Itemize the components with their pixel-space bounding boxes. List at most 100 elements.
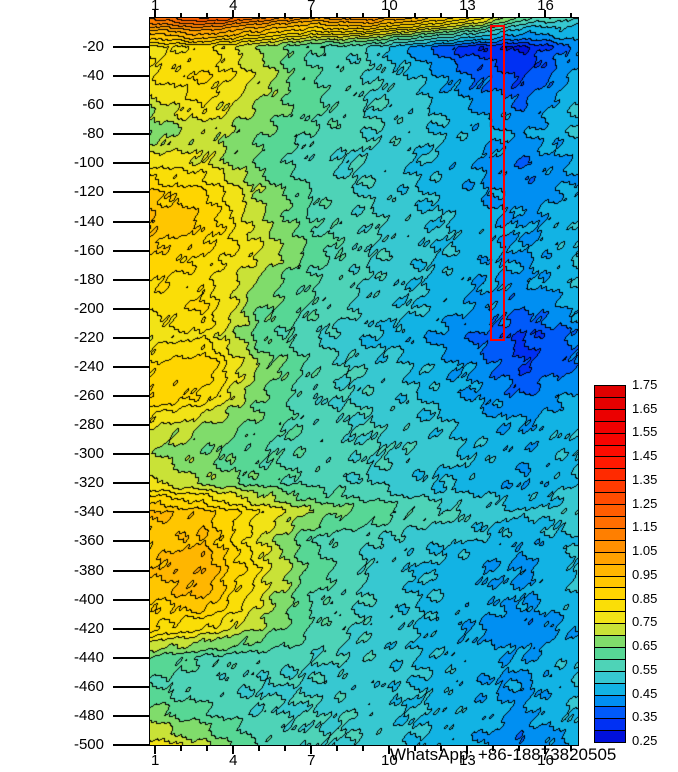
y-axis-label: -100 [73,154,104,172]
x-axis-label-bottom: 16 [537,752,554,769]
colorbar-segment [595,469,625,482]
colorbar-segment [595,516,625,529]
x-axis-label-bottom: 13 [459,752,476,769]
colorbar-segment [595,683,625,696]
x-axis-tick-top [414,13,416,18]
colorbar-segment [595,695,625,708]
colorbar-segment [595,493,625,506]
y-axis-tick [113,365,149,368]
y-axis-tick [113,511,149,514]
colorbar-segment [595,671,625,684]
x-axis-tick-bottom [232,746,235,754]
x-axis-tick-top [544,10,547,18]
colorbar-segment [595,647,625,660]
x-axis-tick-top [440,13,442,18]
x-axis-tick-top [388,10,391,18]
colorbar-label: 0.65 [632,638,658,654]
y-axis-label: -180 [73,270,104,288]
x-axis-label-top: 13 [459,0,476,14]
colorbar-segment [595,540,625,553]
colorbar-segment [595,707,625,720]
x-axis-tick-bottom [544,746,547,754]
colorbar-segment [595,397,625,410]
colorbar-label: 1.45 [632,448,658,464]
x-axis-tick-bottom [388,746,391,754]
y-axis-tick [113,220,149,223]
x-axis-tick-bottom [258,746,260,751]
y-axis-label: -320 [73,474,104,492]
x-axis-tick-top [154,10,157,18]
colorbar-segment [595,659,625,672]
x-axis-tick-bottom [310,746,313,754]
y-axis-label: -480 [73,706,104,724]
x-axis-label-bottom: 7 [307,752,316,769]
y-axis-tick [113,307,149,310]
x-axis-tick-top [492,13,494,18]
x-axis-tick-bottom [518,746,520,751]
y-axis-tick [113,453,149,456]
colorbar-label: 1.65 [632,400,658,416]
colorbar-segment [595,528,625,541]
y-axis-tick [113,249,149,252]
x-axis-tick-bottom [466,746,469,754]
x-axis-tick-top [570,13,572,18]
colorbar-label: 0.25 [632,733,658,748]
colorbar-label: 1.05 [632,543,658,559]
x-axis-label-top: 10 [381,0,398,14]
y-axis-tick [113,482,149,485]
highlight-box [489,25,506,341]
colorbar-segment [595,409,625,422]
y-axis-label: -280 [73,416,104,434]
colorbar-segment [595,719,625,732]
x-axis-tick-top [206,13,208,18]
colorbar-segment [595,421,625,434]
x-axis-tick-bottom [362,746,364,751]
y-axis-label: -360 [73,532,104,550]
y-axis-label: -140 [73,212,104,230]
y-axis-label: -80 [82,125,104,143]
colorbar-segment [595,576,625,589]
x-axis-tick-top [336,13,338,18]
y-axis-tick [113,424,149,427]
x-axis-tick-bottom [570,746,572,751]
y-axis-tick [113,336,149,339]
y-axis-tick [113,714,149,717]
x-axis-tick-top [258,13,260,18]
contour-canvas [150,18,578,745]
colorbar-segment [595,600,625,613]
colorbar-label: 1.55 [632,424,658,440]
x-axis-label-top: 16 [537,0,554,14]
colorbar-segment [595,445,625,458]
x-axis-tick-top [284,13,286,18]
y-axis-tick [113,598,149,601]
y-axis-tick [113,569,149,572]
x-axis-tick-top [180,13,182,18]
colorbar [594,385,626,743]
x-axis-tick-top [362,13,364,18]
y-axis-tick [113,627,149,630]
x-axis-tick-top [310,10,313,18]
y-axis-tick [113,104,149,107]
y-axis-tick [113,656,149,659]
colorbar-label: 0.45 [632,685,658,701]
y-axis-label: -440 [73,648,104,666]
y-axis-label: -220 [73,328,104,346]
y-axis-tick [113,395,149,398]
x-axis-tick-top [466,10,469,18]
colorbar-segment [595,624,625,637]
y-axis-label: -20 [82,38,104,56]
x-axis-label-bottom: 10 [381,752,398,769]
x-axis-tick-top [518,13,520,18]
colorbar-segment [595,457,625,470]
y-axis-label: -200 [73,299,104,317]
colorbar-label: 1.25 [632,495,658,511]
y-axis-tick [113,133,149,136]
x-axis-tick-bottom [440,746,442,751]
y-axis-label: -60 [82,96,104,114]
y-axis-label: -500 [73,736,104,753]
colorbar-segment [595,612,625,625]
x-axis-tick-bottom [414,746,416,751]
colorbar-label: 0.35 [632,709,658,725]
x-axis-tick-bottom [154,746,157,754]
